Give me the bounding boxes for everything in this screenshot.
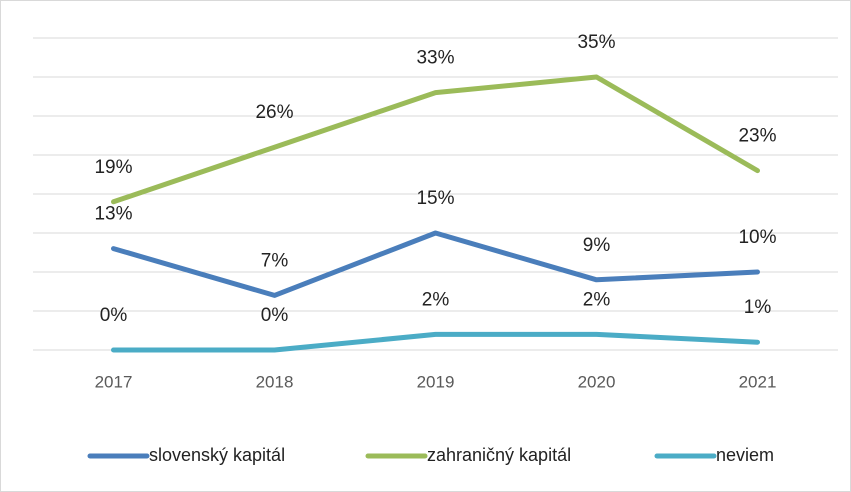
data-label: 0% — [261, 305, 289, 326]
x-tick-label: 2018 — [256, 372, 294, 391]
data-label: 10% — [738, 227, 776, 248]
legend-label: slovenský kapitál — [149, 445, 285, 465]
x-tick-label: 2021 — [739, 372, 777, 391]
series-line — [111, 74, 760, 205]
data-label: 19% — [94, 157, 132, 178]
data-label: 0% — [100, 305, 128, 326]
legend-label: neviem — [716, 445, 774, 465]
data-label: 2% — [422, 289, 450, 310]
legend-label: zahraničný kapitál — [427, 445, 571, 465]
data-label: 23% — [738, 126, 776, 147]
data-label: 33% — [416, 48, 454, 69]
x-tick-label: 2017 — [95, 372, 133, 391]
series-line — [111, 230, 760, 298]
data-label: 35% — [577, 32, 615, 53]
data-label: 26% — [255, 102, 293, 123]
x-tick-label: 2019 — [417, 372, 455, 391]
data-label: 13% — [94, 204, 132, 225]
data-label: 7% — [261, 250, 289, 271]
series-line — [111, 331, 760, 353]
data-label: 2% — [583, 289, 611, 310]
x-tick-label: 2020 — [578, 372, 616, 391]
data-label: 9% — [583, 235, 611, 256]
data-label: 1% — [744, 297, 772, 318]
data-label: 15% — [416, 188, 454, 209]
